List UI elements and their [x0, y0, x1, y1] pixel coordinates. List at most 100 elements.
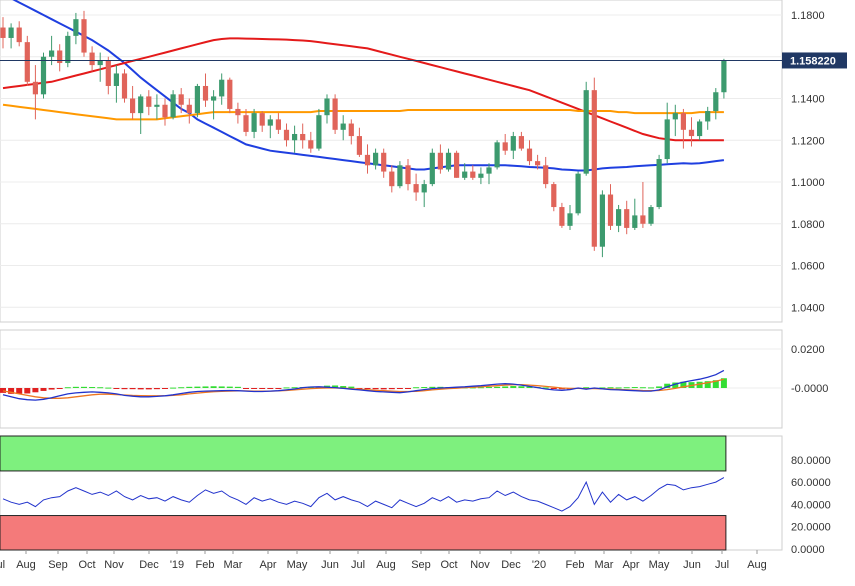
candle — [146, 90, 152, 116]
candle — [397, 161, 403, 189]
candle-body — [211, 96, 217, 101]
candle-body — [705, 111, 711, 122]
candle — [607, 184, 614, 231]
candle-body — [478, 173, 484, 178]
candle — [356, 127, 362, 157]
x-axis-label: Nov — [470, 559, 490, 571]
x-axis-label: Dec — [501, 559, 521, 571]
macd-histogram-bar — [178, 387, 185, 389]
macd-histogram-bar — [210, 386, 217, 388]
x-axis-label: Apr — [622, 559, 639, 571]
macd-histogram-bar — [477, 387, 484, 389]
candle — [97, 52, 103, 82]
x-axis-label: Aug — [747, 559, 767, 571]
x-axis-label: '19 — [170, 559, 184, 571]
candle-body — [267, 119, 273, 126]
candle — [65, 31, 71, 68]
macd-panel[interactable]: 0.0200 -0.0000 — [0, 329, 828, 429]
candle — [389, 165, 395, 193]
price-plot-area — [0, 0, 783, 323]
candle — [373, 148, 379, 170]
macd-histogram-bar — [421, 387, 428, 389]
macd-histogram-bar — [486, 387, 492, 389]
macd-histogram-bar — [226, 386, 233, 388]
macd-histogram-bar — [429, 386, 436, 388]
candle-body — [429, 152, 435, 185]
x-axis-label: Jul — [0, 559, 5, 571]
macd-histogram-bar — [631, 387, 638, 389]
rsi-axis-label: 0.0000 — [791, 544, 825, 556]
candle-body — [599, 194, 605, 247]
candle-body — [227, 79, 233, 109]
candle — [348, 119, 354, 145]
macd-histogram-bar — [720, 378, 727, 388]
macd-histogram-bar — [81, 386, 87, 388]
macd-histogram-bar — [218, 386, 225, 388]
macd-histogram-bar — [648, 387, 654, 389]
x-axis-label: Feb — [196, 559, 215, 571]
price-panel[interactable]: 1.18001.16001.14001.12001.10001.08001.06… — [0, 0, 847, 323]
last-price-badge — [782, 52, 847, 69]
candle — [121, 69, 128, 103]
candle — [8, 23, 14, 49]
candle-body — [292, 133, 298, 141]
candle — [405, 159, 411, 191]
candle-body — [73, 19, 79, 36]
rsi-line — [2, 477, 725, 512]
candle — [283, 123, 290, 147]
candle — [664, 102, 670, 164]
candle-body — [24, 42, 30, 82]
macd-histogram-bar — [32, 388, 39, 393]
candle-body — [421, 184, 427, 193]
candle-body — [348, 123, 354, 137]
candle-body — [632, 215, 638, 228]
macd-histogram-bar — [380, 388, 387, 390]
candle-body — [162, 104, 168, 118]
candle-body — [89, 52, 95, 66]
macd-histogram-bar — [510, 386, 517, 388]
candle — [340, 115, 346, 141]
candle-body — [316, 115, 322, 149]
candle-body — [113, 73, 119, 86]
macd-histogram-bar — [332, 385, 339, 388]
macd-histogram-bar — [356, 388, 363, 389]
candle-body — [680, 113, 686, 130]
x-axis-label: May — [649, 559, 670, 571]
candle — [81, 10, 87, 57]
price-axis-label: 1.0600 — [791, 261, 825, 273]
x-axis-label: Jul — [351, 559, 365, 571]
rsi-panel[interactable]: 80.0000 60.0000 40.0000 20.0000 0.0000 — [0, 435, 831, 556]
candle-body — [526, 148, 533, 162]
candle — [73, 12, 79, 45]
x-axis-label: Nov — [104, 559, 124, 571]
candle-body — [494, 142, 500, 168]
macd-histogram-bar — [243, 388, 249, 389]
x-axis-label: Mar — [224, 559, 243, 571]
macd-histogram-bar — [526, 386, 533, 388]
macd-axis-label: 0.0200 — [791, 344, 825, 356]
candle-body — [454, 152, 460, 178]
candle-body — [308, 140, 314, 149]
candle-body — [49, 50, 55, 57]
candle-body — [624, 209, 630, 228]
candle-body — [186, 104, 192, 114]
macd-histogram-bar — [348, 386, 355, 388]
price-axis-label: 1.1800 — [791, 10, 825, 22]
price-axis-label: 1.0400 — [791, 302, 825, 314]
x-axis-label: Dec — [139, 559, 159, 571]
candle — [672, 104, 678, 137]
rsi-axis-label: 20.0000 — [791, 522, 831, 534]
candle-body — [81, 19, 87, 53]
candle — [32, 65, 38, 120]
candle — [559, 202, 565, 228]
candle-body — [219, 79, 225, 97]
macd-histogram-bar — [550, 388, 557, 389]
last-price-label: 1.158220 — [790, 55, 836, 67]
moving-average-line-2 — [2, 37, 724, 142]
candle-body — [0, 27, 6, 38]
candle — [202, 73, 209, 107]
candle — [186, 98, 192, 124]
macd-histogram-bar — [40, 388, 47, 391]
candle-body — [648, 207, 654, 224]
